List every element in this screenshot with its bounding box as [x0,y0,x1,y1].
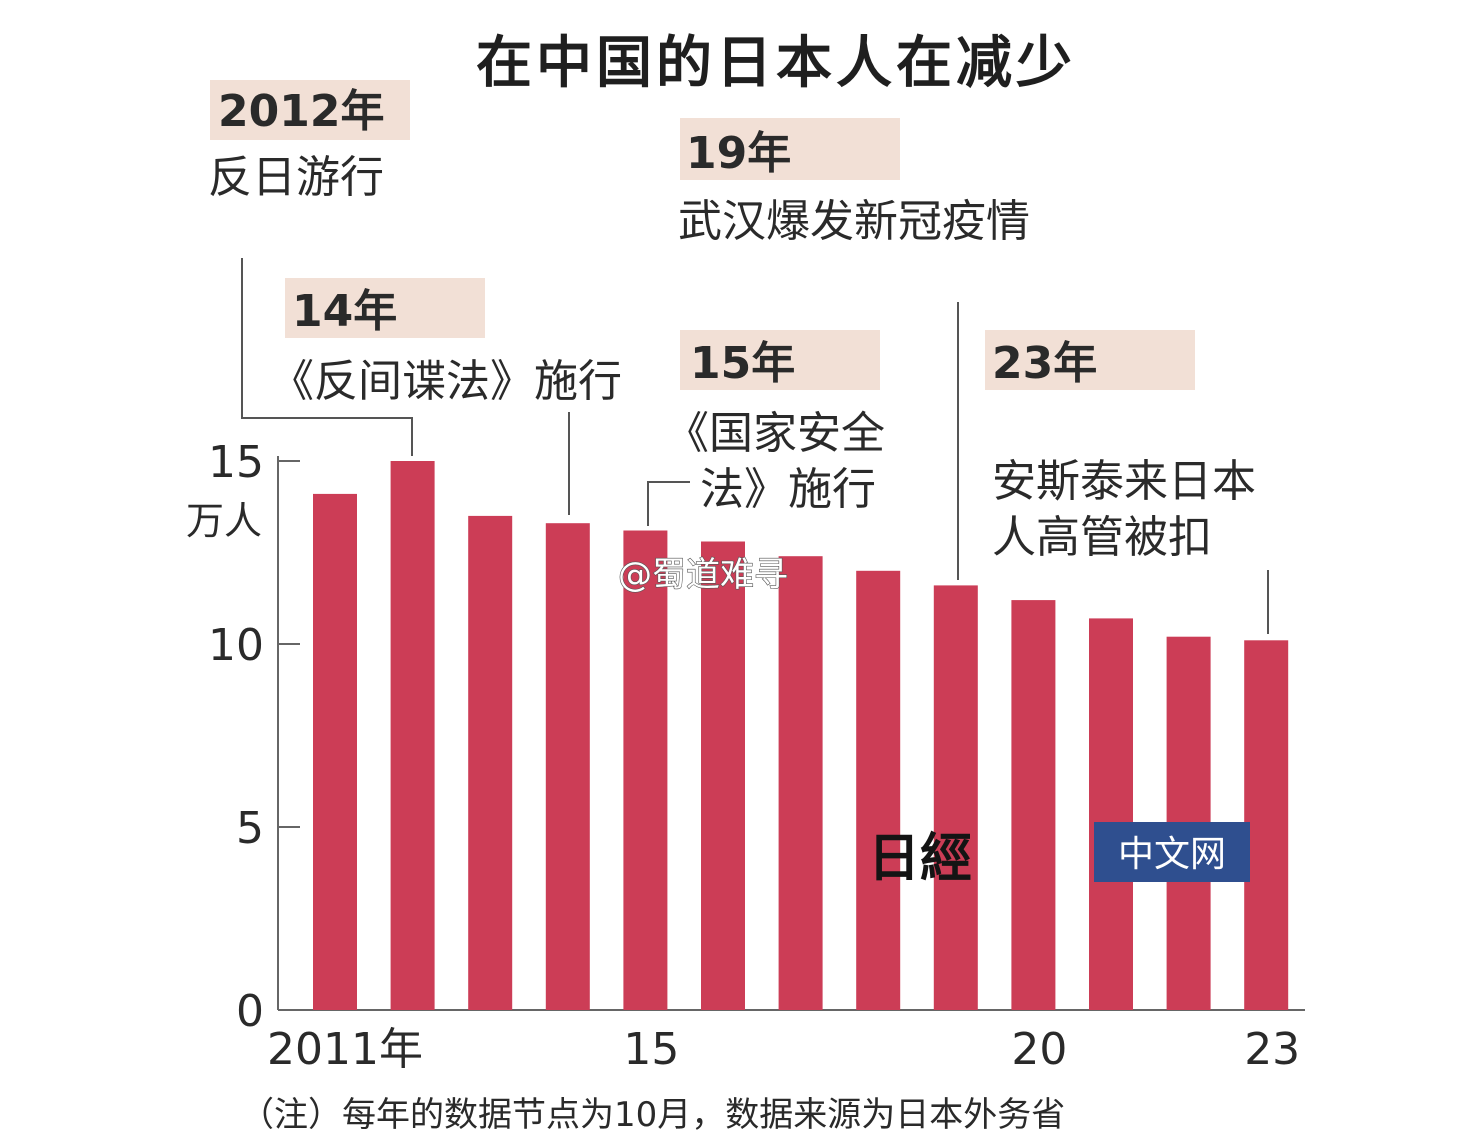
annotation-2014-year: 14年 [292,286,397,337]
annotation-2012-year: 2012年 [218,86,384,137]
x-ticks: 2011年 15 20 23 [267,1024,1300,1075]
x-tick-label-2011: 2011年 [267,1024,423,1075]
y-ticks: 0 5 10 15 [208,437,300,1037]
annotation-2023-year: 23年 [992,338,1097,389]
annotation-2012-badge [210,80,410,140]
x-tick-label-2015: 15 [623,1024,679,1075]
y-tick-label-15: 15 [208,437,264,488]
y-tick-label-0: 0 [236,986,264,1037]
annotation-2019-text: 武汉爆发新冠疫情 [678,196,1030,247]
chart-title: 在中国的日本人在减少 [476,31,1076,96]
annotation-2012-text: 反日游行 [208,152,384,203]
bar-2021 [1089,618,1133,1010]
y-tick-label-10: 10 [208,620,264,671]
bar-2015 [623,530,668,1010]
bars [313,461,1289,1010]
x-tick-label-2023: 23 [1244,1024,1300,1075]
bar-2011 [313,493,357,1010]
source-note: （注）每年的数据节点为10月，数据来源为日本外务省 [240,1095,1065,1135]
annotation-2023-text-line1: 安斯泰来日本 [992,456,1256,507]
nikkei-label-bg [1094,822,1250,882]
annotation-2015-year: 15年 [690,338,795,389]
annotation-2015-text-line1: 《国家安全 [665,408,885,459]
bar-2016 [701,541,745,1010]
leader-line-2012 [241,258,413,456]
annotation-2023-badge [985,330,1195,390]
annotation-2014-text: 《反间谍法》施行 [270,356,622,407]
nikkei-label: 中文网 [1118,834,1226,875]
annotation-2014-badge [285,278,485,338]
bar-2012 [390,461,435,1010]
leader-line-2015 [647,481,690,526]
bar-2018 [856,570,901,1010]
bar-2019 [933,585,978,1010]
x-tick-label-2020: 20 [1011,1024,1067,1075]
bar-2013 [468,515,513,1010]
bar-2023 [1244,640,1289,1010]
annotation-2023-text-line2: 人高管被扣 [992,512,1212,563]
nikkei-logo: 日經 [868,828,972,889]
annotation-2019-badge [680,118,900,180]
annotation-2015-text-line2: 法》施行 [700,464,876,515]
y-axis-unit: 万人 [186,499,262,543]
y-tick-label-5: 5 [236,803,264,854]
bar-2017 [778,556,823,1010]
bar-2014 [545,523,590,1010]
bar-2020 [1011,600,1056,1010]
annotation-2019-year: 19年 [686,128,791,179]
weibo-watermark: @蜀道难寻 [618,555,788,595]
annotation-2015-badge [680,330,880,390]
